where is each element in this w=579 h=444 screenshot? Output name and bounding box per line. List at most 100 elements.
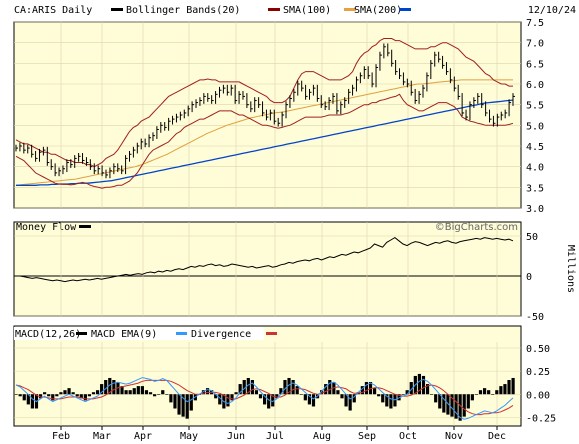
macd-panel: [13, 325, 522, 427]
divergence-bar: [503, 384, 507, 395]
divergence-bar: [51, 394, 55, 401]
divergence-bar: [271, 394, 275, 407]
x-tick-label: Dec: [488, 431, 506, 442]
divergence-bar: [450, 394, 454, 417]
divergence-bar: [393, 394, 397, 407]
divergence-bar: [466, 394, 470, 409]
divergence-bar: [263, 394, 267, 405]
divergence-bar: [91, 392, 96, 395]
x-axis: Feb Mar Apr May Jun Jul Aug Sep Oct Nov Dec: [52, 426, 506, 442]
divergence-bar: [385, 394, 389, 407]
divergence-bar: [364, 382, 369, 395]
divergence-bar: [283, 380, 287, 395]
divergence-bar: [177, 394, 181, 415]
divergence-bar: [478, 390, 483, 395]
divergence-bar: [470, 394, 474, 401]
money-flow-y-tick: 50: [526, 232, 538, 243]
x-tick-label: Mar: [93, 431, 111, 442]
divergence-bar: [181, 394, 185, 417]
divergence-bar: [128, 390, 132, 395]
divergence-bar: [299, 394, 303, 395]
macd-y-axis: 0.50 0.25 0.00 -0.25: [526, 344, 556, 424]
divergence-bar: [425, 384, 430, 395]
price-y-tick: 4.5: [526, 142, 544, 153]
legend-label-sma100: SMA(100): [283, 5, 331, 16]
divergence-bar: [230, 394, 234, 401]
divergence-bar: [307, 394, 312, 405]
macd-legend-swatch-macd: [76, 332, 87, 335]
divergence-bar: [454, 394, 458, 419]
divergence-bar: [165, 394, 169, 395]
divergence-bar: [75, 394, 79, 397]
x-tick-label: Feb: [52, 431, 70, 442]
divergence-bar: [43, 392, 47, 395]
divergence-bar: [328, 380, 332, 395]
price-panel: [13, 21, 522, 209]
divergence-bar: [258, 394, 263, 399]
x-tick-label: Oct: [399, 431, 417, 442]
sma100-line: [16, 99, 514, 186]
bollinger-upper-line: [15, 38, 513, 168]
divergence-bar: [291, 380, 295, 395]
divergence-bar: [201, 390, 206, 395]
divergence-bar: [352, 394, 356, 403]
divergence-bar: [377, 394, 381, 397]
macd-y-tick: 0.25: [526, 367, 550, 378]
divergence-bar: [438, 394, 442, 409]
macd-line: [15, 377, 514, 420]
divergence-bar: [132, 388, 136, 395]
header-bar: [0, 0, 579, 18]
divergence-bar: [434, 394, 438, 403]
divergence-bar: [417, 373, 422, 395]
divergence-bar: [140, 386, 144, 395]
divergence-bar: [157, 394, 161, 395]
divergence-bar: [124, 390, 128, 395]
divergence-bar: [173, 394, 177, 409]
divergence-bar: [320, 390, 324, 395]
x-tick-label: Apr: [134, 431, 152, 442]
legend-swatch-bollinger: [111, 8, 123, 11]
divergence-bar: [303, 394, 307, 401]
divergence-bar: [250, 380, 254, 395]
divergence-bar: [495, 390, 499, 395]
price-y-tick: 5.0: [526, 121, 544, 132]
price-y-tick: 7.0: [526, 39, 544, 50]
macd-legend-label-macd: MACD(12,26): [15, 329, 81, 340]
divergence-bar: [100, 384, 104, 395]
divergence-bar: [63, 390, 67, 395]
money-flow-line: [16, 236, 514, 283]
money-flow-panel: [13, 221, 522, 317]
divergence-bar: [254, 390, 259, 395]
divergence-bar: [499, 386, 503, 395]
divergence-bar: [421, 375, 426, 395]
divergence-bar: [59, 392, 63, 395]
x-tick-label: Jun: [227, 431, 245, 442]
macd-y-tick: 0.50: [526, 344, 550, 355]
money-flow-series: [16, 236, 514, 283]
divergence-bar: [409, 382, 413, 395]
brand-credit: ©BigCharts.com: [435, 222, 518, 233]
divergence-bar: [336, 390, 340, 395]
price-y-tick: 6.0: [526, 80, 544, 91]
divergence-bar: [104, 380, 108, 395]
divergence-bar: [267, 394, 271, 409]
price-y-tick: 3.5: [526, 183, 544, 194]
price-y-tick: 6.5: [526, 59, 544, 70]
divergence-bar: [287, 377, 291, 395]
divergence-bar: [381, 394, 385, 403]
divergence-bar: [38, 394, 43, 399]
divergence-bar: [442, 394, 446, 413]
divergence-bar: [205, 388, 210, 395]
macd-legend-label-ema: MACD EMA(9): [91, 329, 157, 340]
divergence-bar: [458, 394, 462, 421]
divergence-bar: [185, 394, 189, 419]
divergence-bar: [348, 394, 352, 411]
divergence-bar: [275, 394, 279, 399]
divergence-bar: [148, 392, 153, 395]
divergence-bar: [144, 390, 149, 395]
divergence-bar: [324, 384, 328, 395]
divergence-bar: [18, 394, 22, 397]
divergence-bar: [22, 394, 26, 401]
divergence-bar: [340, 394, 344, 399]
